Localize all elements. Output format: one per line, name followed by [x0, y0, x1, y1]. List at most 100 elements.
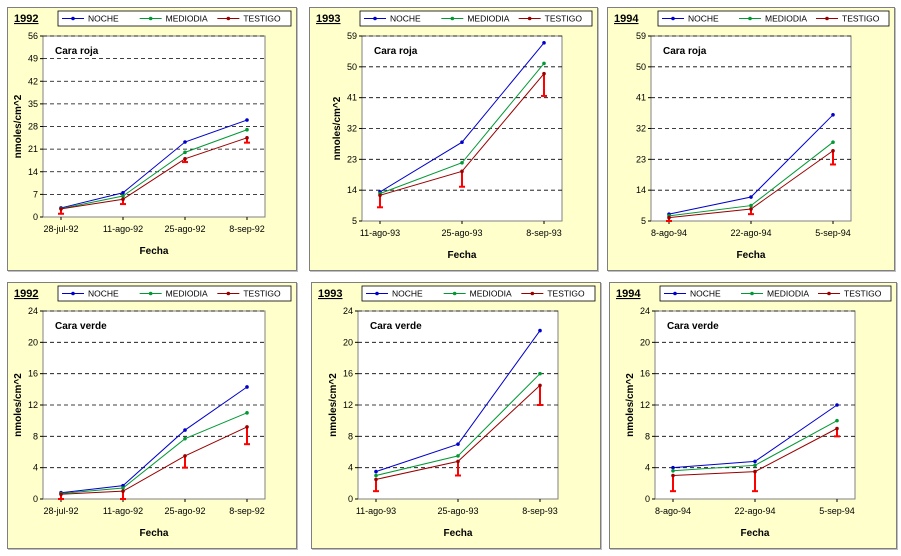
legend-label-mediodia: MEDIODIA [470, 289, 512, 299]
data-point-mediodia [831, 140, 835, 145]
legend-marker-testigo [825, 16, 829, 21]
y-tick-label: 24 [640, 306, 650, 316]
chart-panel-1994-roja: 1994 5 14 23 32 41 50 59 8-ago-94 22-ago-94 5-sep-… [607, 7, 895, 271]
data-point-testigo [538, 383, 542, 388]
x-tick-label: 25-ago-93 [441, 228, 482, 238]
data-point-testigo [59, 207, 63, 211]
legend-marker-noche [71, 291, 75, 296]
chart-panel-1993-roja: 1993 5 14 23 32 41 50 59 11-ago-93 25-ago-93 8-sep… [309, 7, 598, 271]
x-tick-label: 11-ago-93 [360, 228, 400, 238]
legend-label-noche: NOCHE [392, 289, 423, 299]
y-tick-label: 28 [28, 122, 38, 132]
y-axis-title: nmoles/cm^2 [328, 373, 339, 437]
data-point-mediodia [456, 454, 460, 458]
x-axis-title: Fecha [140, 528, 169, 539]
y-tick-label: 12 [28, 400, 38, 410]
data-point-mediodia [121, 486, 125, 490]
data-point-testigo [59, 492, 63, 497]
chart-subtitle: Cara roja [55, 46, 99, 57]
data-point-mediodia [671, 469, 675, 473]
data-point-mediodia [749, 203, 753, 208]
y-tick-label: 41 [347, 93, 357, 103]
x-tick-label: 8-ago-94 [651, 228, 687, 238]
legend-marker-mediodia [148, 16, 153, 21]
legend-label-mediodia: MEDIODIA [166, 289, 208, 299]
legend-label-mediodia: MEDIODIA [765, 14, 807, 24]
legend-box [659, 285, 892, 302]
data-point-mediodia [183, 150, 187, 155]
chart-year: 1993 [318, 288, 342, 300]
series-line-noche [60, 386, 248, 494]
legend-label-mediodia: MEDIODIA [166, 14, 208, 24]
y-tick-label: 8 [645, 431, 650, 441]
chart-subtitle: Cara roja [374, 46, 418, 57]
y-tick-label: 12 [640, 400, 650, 410]
y-tick-label: 23 [636, 154, 646, 164]
legend-marker-noche [375, 291, 379, 296]
legend-marker-testigo [226, 16, 231, 21]
y-tick-label: 56 [28, 31, 38, 41]
data-point-testigo [831, 148, 835, 153]
chart-panel-1992-roja: 1992 0 7 14 21 28 35 42 49 56 28-jul-92 11-ago-92 25… [7, 7, 297, 271]
legend-box [657, 10, 890, 27]
y-tick-label: 16 [28, 369, 38, 379]
x-tick-label: 8-sep-92 [229, 224, 265, 234]
legend-label-testigo: TESTIGO [547, 289, 585, 299]
x-tick-label: 22-ago-94 [734, 506, 775, 516]
legend-label-noche: NOCHE [688, 14, 719, 24]
data-point-mediodia [245, 127, 249, 132]
series-line-testigo [60, 426, 248, 495]
y-tick-label: 16 [343, 369, 353, 379]
chart-year: 1992 [14, 288, 38, 300]
legend-marker-noche [673, 291, 677, 296]
y-tick-label: 50 [636, 62, 646, 72]
series-line-testigo [60, 137, 248, 210]
y-tick-label: 20 [343, 337, 353, 347]
data-point-mediodia [460, 160, 464, 165]
y-tick-label: 14 [28, 167, 38, 177]
series-line-mediodia [60, 412, 248, 495]
chart-svg: 1992 0 4 8 12 16 20 24 28-jul-92 11-ago-92 25-ago-… [13, 285, 292, 539]
data-point-noche [456, 442, 460, 446]
x-tick-label: 22-ago-94 [730, 228, 771, 238]
x-tick-label: 11-ago-92 [103, 224, 143, 234]
chart-subtitle: Cara verde [55, 321, 107, 332]
data-point-noche [671, 465, 675, 470]
y-tick-label: 0 [645, 494, 650, 504]
x-tick-label: 8-sep-92 [229, 506, 265, 516]
y-tick-label: 42 [28, 76, 38, 86]
legend-label-testigo: TESTIGO [842, 14, 880, 24]
y-tick-label: 0 [33, 494, 38, 504]
legend-label-testigo: TESTIGO [844, 289, 882, 299]
chart-panel-1993-verde: 1993 0 4 8 12 16 20 24 11-ago-93 25-ago-93 8-sep-9… [311, 282, 601, 549]
legend-label-noche: NOCHE [88, 289, 119, 299]
data-point-noche [753, 459, 757, 464]
data-point-testigo [183, 157, 187, 161]
x-tick-label: 8-ago-94 [655, 506, 691, 516]
data-point-noche [183, 428, 187, 432]
data-point-noche [538, 328, 542, 333]
y-tick-label: 5 [641, 216, 646, 226]
y-tick-label: 35 [28, 99, 38, 109]
data-point-testigo [374, 477, 378, 482]
legend-marker-mediodia [148, 291, 153, 296]
data-point-noche [831, 112, 835, 117]
y-tick-label: 8 [348, 431, 353, 441]
legend-label-testigo: TESTIGO [243, 14, 281, 24]
y-tick-label: 21 [28, 144, 38, 154]
x-tick-label: 25-ago-92 [164, 224, 205, 234]
data-point-testigo [245, 136, 249, 140]
y-tick-label: 4 [645, 463, 650, 473]
legend-marker-mediodia [452, 291, 457, 296]
legend-marker-noche [671, 16, 675, 21]
y-tick-label: 0 [33, 212, 38, 222]
y-axis-title: nmoles/cm^2 [13, 94, 24, 158]
data-point-testigo [671, 473, 675, 478]
y-tick-label: 0 [348, 494, 353, 504]
plot-area [42, 35, 266, 218]
data-point-mediodia [538, 371, 542, 376]
legend-label-noche: NOCHE [88, 14, 119, 24]
y-tick-label: 16 [640, 369, 650, 379]
chart-year: 1992 [14, 13, 38, 25]
legend-box [57, 10, 292, 27]
